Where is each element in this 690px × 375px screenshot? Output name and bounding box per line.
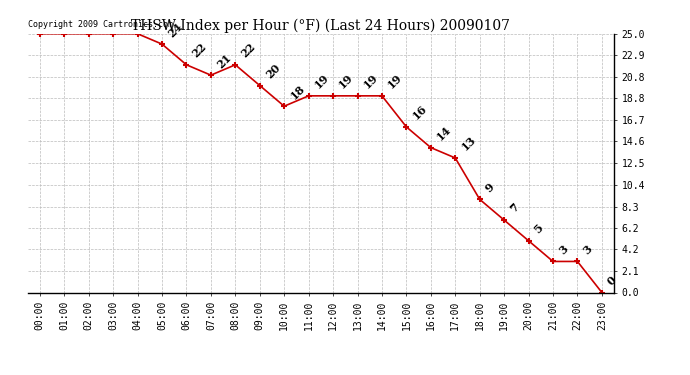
Text: 22: 22 xyxy=(190,41,208,60)
Text: 7: 7 xyxy=(508,202,521,215)
Text: 19: 19 xyxy=(337,72,355,91)
Text: 3: 3 xyxy=(557,243,570,256)
Text: 3: 3 xyxy=(581,243,594,256)
Text: 13: 13 xyxy=(459,134,477,153)
Text: 20: 20 xyxy=(264,62,282,80)
Text: 16: 16 xyxy=(410,103,428,122)
Text: 5: 5 xyxy=(532,222,546,236)
Text: 18: 18 xyxy=(288,82,306,101)
Text: 0: 0 xyxy=(606,274,619,287)
Text: 22: 22 xyxy=(239,41,257,60)
Text: 21: 21 xyxy=(215,51,233,70)
Text: Copyright 2009 Cartronics.com: Copyright 2009 Cartronics.com xyxy=(28,20,172,28)
Text: 19: 19 xyxy=(361,72,380,91)
Text: 19: 19 xyxy=(386,72,404,91)
Text: 24: 24 xyxy=(166,20,184,39)
Text: 19: 19 xyxy=(313,72,331,91)
Text: 9: 9 xyxy=(484,181,497,194)
Title: THSW Index per Hour (°F) (Last 24 Hours) 20090107: THSW Index per Hour (°F) (Last 24 Hours)… xyxy=(131,18,511,33)
Text: 14: 14 xyxy=(435,124,453,142)
